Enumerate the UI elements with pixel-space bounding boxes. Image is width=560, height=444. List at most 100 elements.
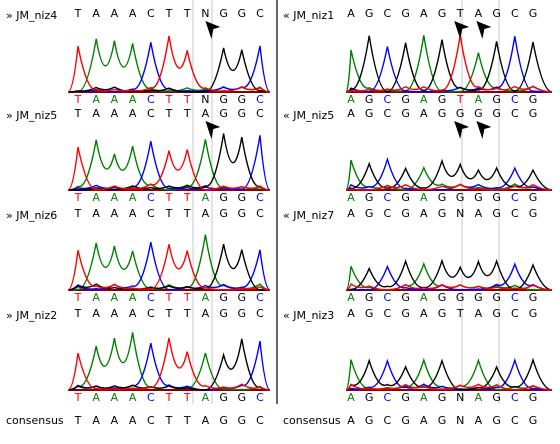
base-letter: A xyxy=(420,307,428,320)
base-letter: G xyxy=(237,107,247,120)
base-letter: A xyxy=(128,414,137,427)
sample-label[interactable]: « JM_niz3 xyxy=(283,309,335,322)
base-letter: A xyxy=(201,107,210,120)
base-letter: A xyxy=(347,414,355,427)
base-letter: T xyxy=(165,93,173,106)
base-letter: G xyxy=(492,291,501,304)
sample-label[interactable]: « JM_niz7 xyxy=(283,209,335,222)
base-letter: C xyxy=(256,207,264,220)
trace-T xyxy=(345,183,553,191)
base-letter: G xyxy=(492,391,501,404)
base-letter: A xyxy=(347,107,355,120)
base-letter: T xyxy=(165,191,173,204)
base-letter: T xyxy=(74,391,82,404)
base-letter: G xyxy=(437,93,447,106)
base-letter: T xyxy=(165,207,173,220)
base-letter: N xyxy=(456,414,465,427)
base-letter: G xyxy=(437,191,447,204)
sample-label[interactable]: « JM_niz1 xyxy=(283,9,335,22)
base-letter: C xyxy=(510,93,519,106)
mismatch-arrow-icon xyxy=(476,121,492,139)
mismatch-arrow-icon xyxy=(454,21,470,39)
sample-label[interactable]: » JM_niz6 xyxy=(6,209,58,222)
mismatch-arrow-icon xyxy=(476,21,492,39)
sample-label[interactable]: » JM_niz4 xyxy=(6,9,58,22)
base-letter: C xyxy=(146,191,155,204)
sample-label[interactable]: « JM_niz5 xyxy=(283,109,335,122)
base-letter: C xyxy=(383,414,392,427)
base-letter: A xyxy=(474,307,483,320)
base-letter: A xyxy=(128,391,137,404)
base-letter: G xyxy=(401,191,410,204)
base-letter: A xyxy=(110,414,119,427)
trace-G xyxy=(345,35,553,93)
base-letter: G xyxy=(437,391,447,404)
base-letter: C xyxy=(510,391,519,404)
base-letter: A xyxy=(347,307,355,320)
base-letter: C xyxy=(256,307,264,320)
base-letter: A xyxy=(110,107,119,120)
base-letter: C xyxy=(256,414,264,427)
base-letter: G xyxy=(474,291,483,304)
base-letter: G xyxy=(455,191,465,204)
sample-label[interactable]: » JM_niz2 xyxy=(6,309,58,322)
base-letter: A xyxy=(110,207,119,220)
base-letter: C xyxy=(383,391,392,404)
base-letter: A xyxy=(201,307,210,320)
base-letter: G xyxy=(528,291,538,304)
base-letter: G xyxy=(219,307,228,320)
trace-T xyxy=(67,146,271,191)
base-letter: G xyxy=(237,307,247,320)
trace-G xyxy=(67,133,271,191)
base-letter: A xyxy=(201,207,210,220)
base-letter: G xyxy=(219,391,228,404)
base-letter: A xyxy=(420,191,428,204)
base-letter: G xyxy=(401,107,410,120)
base-letter: G xyxy=(437,307,447,320)
base-letter: T xyxy=(165,107,173,120)
base-letter: C xyxy=(256,291,264,304)
base-letter: T xyxy=(165,291,173,304)
base-letter: A xyxy=(347,93,355,106)
base-letter: G xyxy=(237,191,247,204)
base-letter: G xyxy=(219,291,228,304)
base-letter: G xyxy=(528,107,538,120)
base-letter: T xyxy=(456,93,464,106)
base-letter: G xyxy=(219,207,228,220)
base-letter: N xyxy=(456,391,465,404)
base-letter: G xyxy=(401,7,410,20)
base-letter: G xyxy=(492,414,501,427)
base-letter: G xyxy=(364,414,374,427)
base-letter: A xyxy=(474,7,483,20)
base-letter: G xyxy=(437,207,447,220)
base-letter: A xyxy=(92,291,100,304)
base-letter: G xyxy=(219,107,228,120)
trace-G xyxy=(345,158,553,191)
trace-T xyxy=(345,283,553,291)
base-letter: C xyxy=(383,93,392,106)
base-letter: T xyxy=(74,107,82,120)
base-letter: A xyxy=(110,93,119,106)
base-letter: C xyxy=(146,414,155,427)
base-letter: A xyxy=(474,207,483,220)
base-letter: A xyxy=(128,7,137,20)
base-letter: A xyxy=(128,93,137,106)
base-letter: T xyxy=(456,7,464,20)
base-letter: G xyxy=(364,307,374,320)
sample-label[interactable]: » JM_niz5 xyxy=(6,109,58,122)
base-letter: A xyxy=(92,107,100,120)
base-letter: G xyxy=(219,93,228,106)
base-letter: A xyxy=(201,191,210,204)
base-letter: C xyxy=(383,307,392,320)
base-letter: G xyxy=(455,291,465,304)
base-letter: A xyxy=(347,391,355,404)
base-letter: A xyxy=(474,414,483,427)
